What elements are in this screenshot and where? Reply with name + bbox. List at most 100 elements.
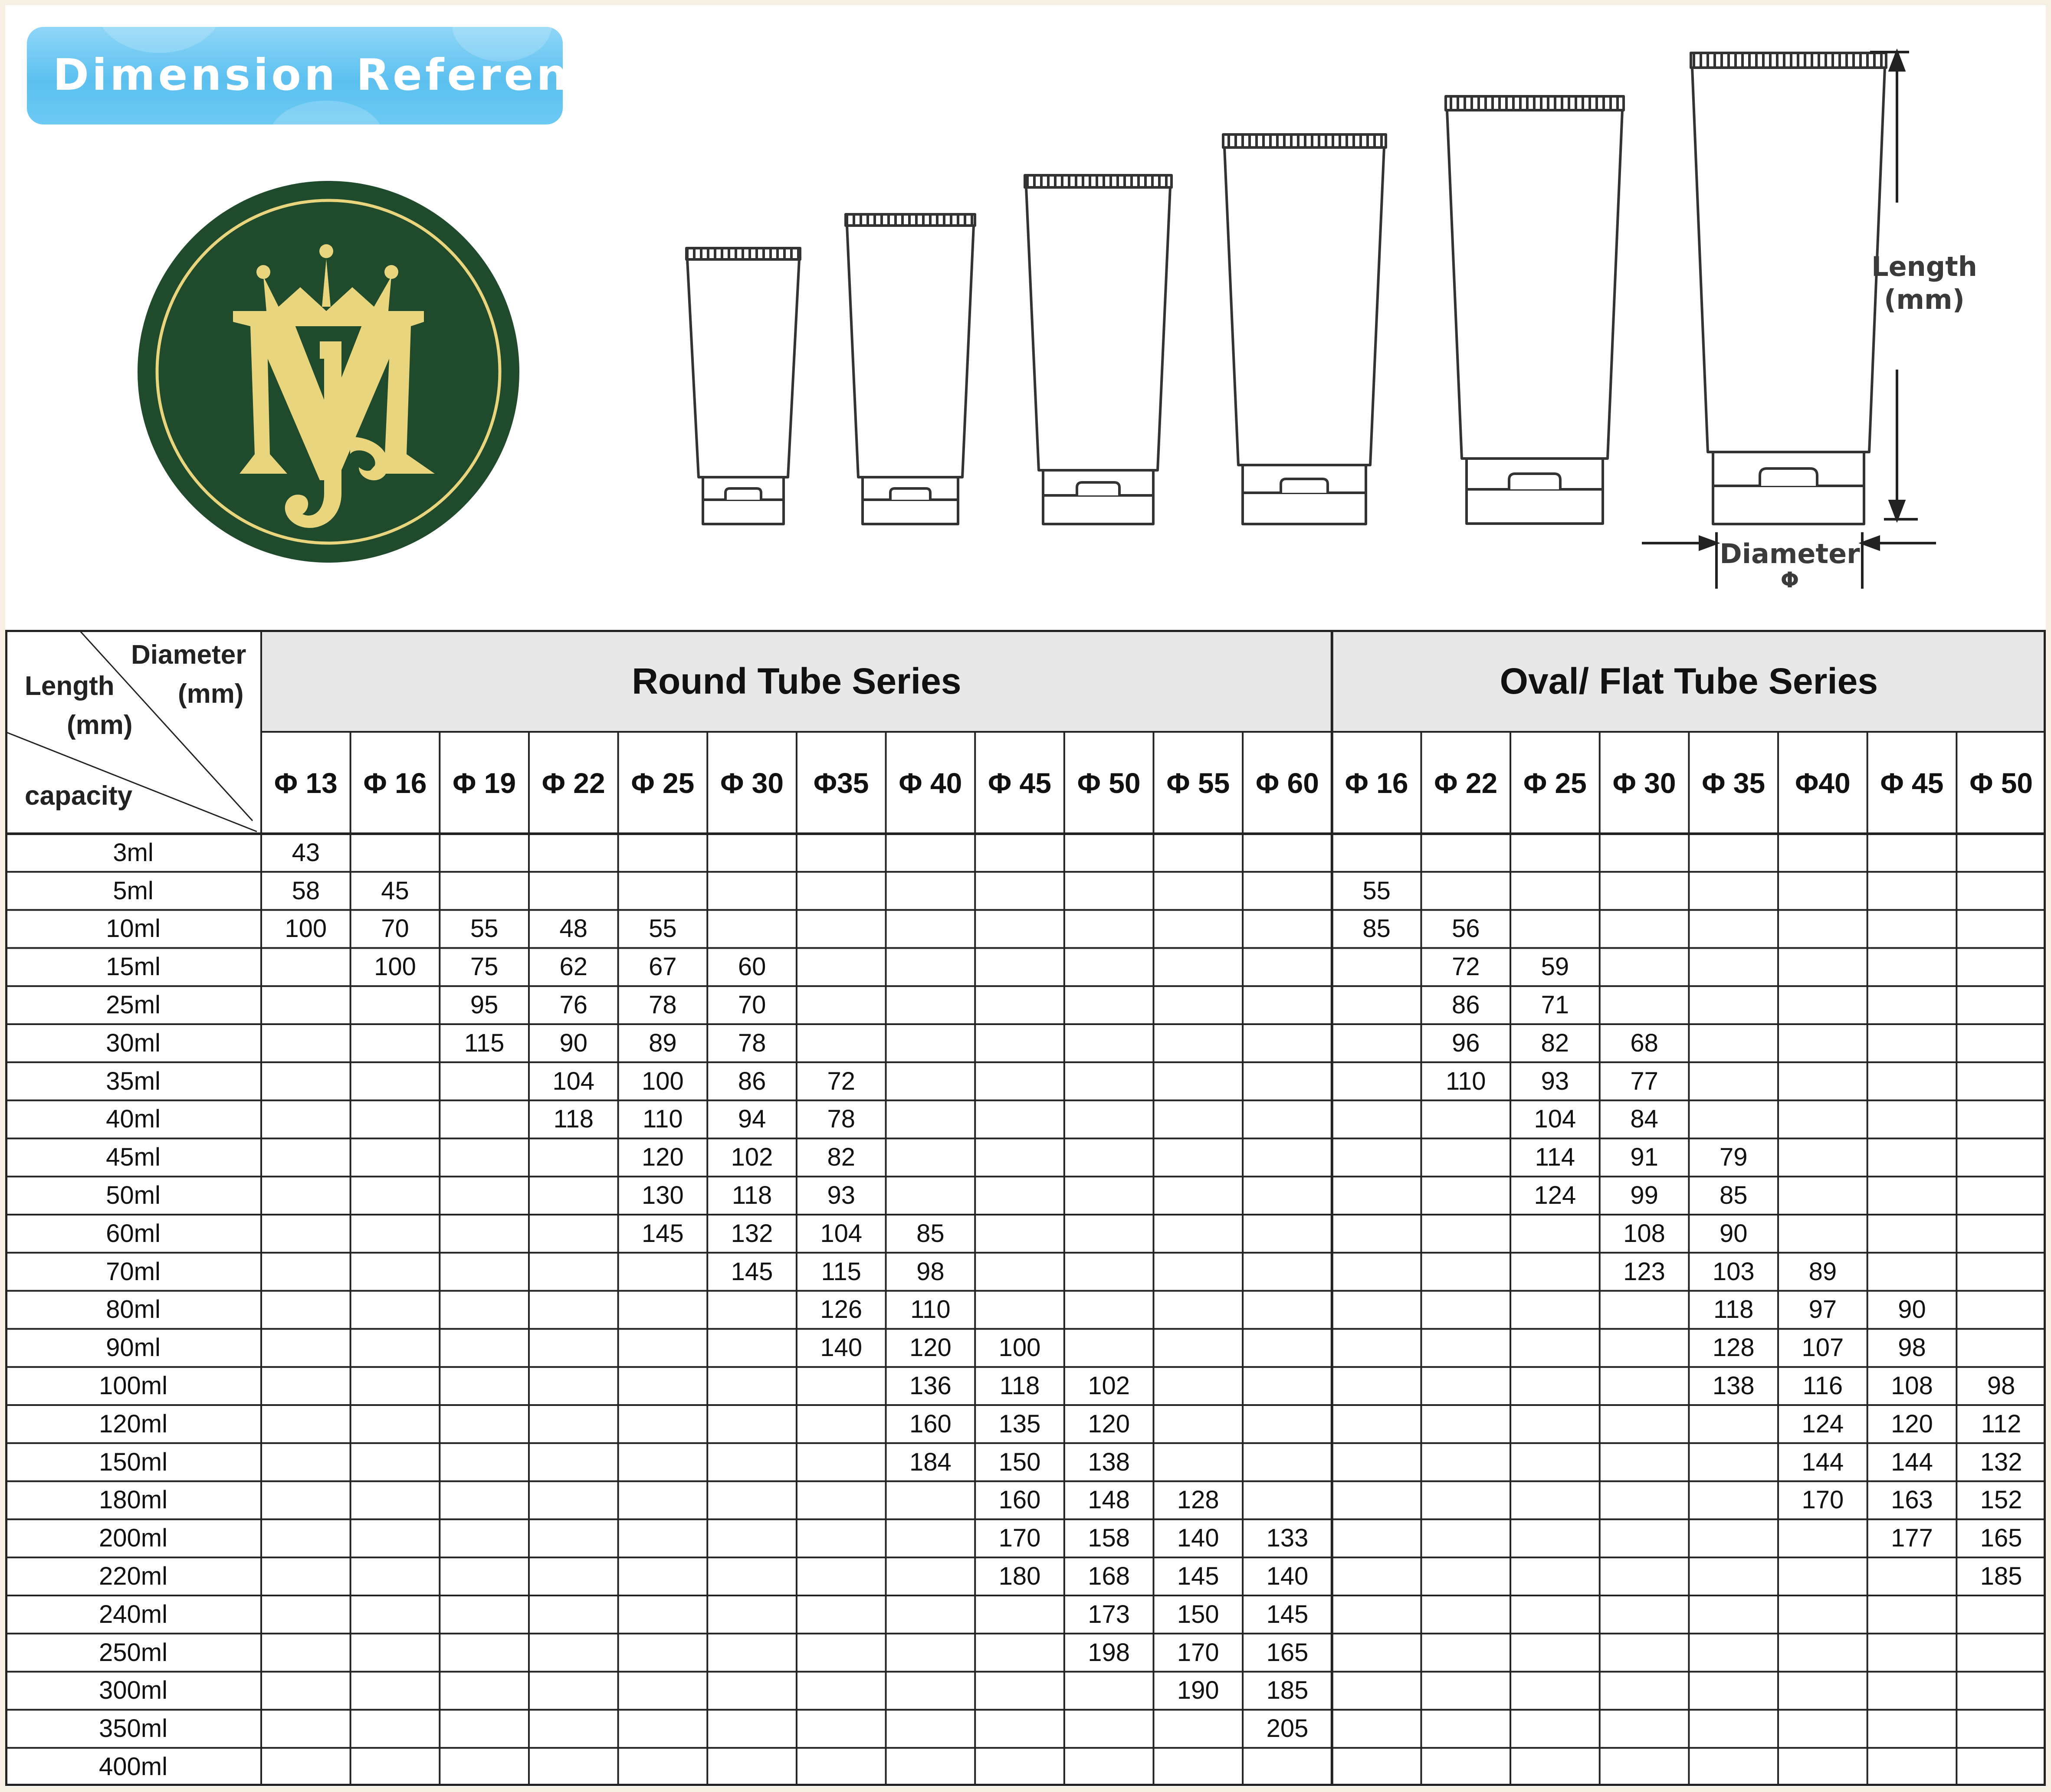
table-cell-length: 120 (1088, 1409, 1130, 1438)
tube-size-illustration (685, 48, 1936, 589)
row-capacity-label: 30ml (106, 1029, 161, 1057)
table-cell-length: 78 (738, 1029, 766, 1057)
row-capacity-label: 45ml (106, 1143, 161, 1172)
table-cell-length: 177 (1891, 1524, 1933, 1553)
table-cell-length: 48 (559, 914, 588, 943)
row-capacity-label: 15ml (106, 953, 161, 981)
table-cell-length: 116 (1802, 1372, 1843, 1400)
length-dimension-arrow (1870, 48, 1918, 523)
table-cell-length: 110 (1446, 1067, 1486, 1095)
row-capacity-label: 40ml (106, 1105, 161, 1134)
table-cell-length: 150 (1177, 1600, 1219, 1628)
table-cell-length: 148 (1088, 1486, 1130, 1514)
row-capacity-label: 250ml (99, 1638, 167, 1667)
column-header-diameter: Φ 45 (988, 767, 1051, 799)
table-cell-length: 144 (1891, 1448, 1933, 1476)
corner-label-mm-bottom: (mm) (67, 710, 133, 740)
table-cell-length: 120 (642, 1143, 684, 1172)
table-cell-length: 108 (1623, 1219, 1665, 1248)
column-header-diameter: Φ 30 (720, 767, 784, 799)
table-cell-length: 59 (1541, 953, 1569, 981)
table-cell-length: 98 (1987, 1372, 2015, 1400)
table-cell-length: 55 (470, 914, 499, 943)
table-cell-length: 104 (552, 1067, 595, 1095)
table-cell-length: 198 (1088, 1638, 1130, 1667)
table-cell-length: 135 (998, 1409, 1041, 1438)
table-cell-length: 165 (1980, 1524, 2022, 1553)
table-cell-length: 56 (1452, 914, 1480, 943)
table-cell-length: 75 (470, 953, 499, 981)
table-cell-length: 160 (909, 1409, 952, 1438)
row-capacity-label: 25ml (106, 991, 161, 1019)
row-capacity-label: 10ml (106, 914, 161, 943)
table-cell-length: 45 (381, 876, 409, 905)
column-header-diameter: Φ 60 (1256, 767, 1319, 799)
table-cell-length: 89 (649, 1029, 677, 1057)
table-cell-length: 100 (642, 1067, 684, 1095)
tube-icon (1024, 174, 1173, 525)
column-header-diameter: Φ 50 (1077, 767, 1141, 799)
table-cell-length: 58 (292, 876, 320, 905)
table-cell-length: 110 (643, 1105, 683, 1134)
table-cell-length: 145 (1177, 1562, 1219, 1591)
table-cell-length: 118 (999, 1372, 1040, 1400)
length-label-text: Length (1871, 251, 1977, 282)
table-cell-length: 115 (464, 1029, 505, 1057)
column-header-diameter: Φ 35 (1702, 767, 1766, 799)
dimension-illustration-area: Dimension Reference (5, 5, 2046, 626)
table-cell-length: 152 (1980, 1486, 2022, 1514)
table-cell-length: 93 (827, 1181, 855, 1210)
series-title: Round Tube Series (632, 660, 962, 701)
table-cell-length: 98 (1898, 1333, 1926, 1362)
table-cell-length: 60 (738, 953, 766, 981)
length-dimension-label: Length (mm) (1853, 250, 1996, 316)
corner-label-mm-top: (mm) (178, 679, 244, 709)
corner-label-capacity: capacity (25, 781, 133, 811)
table-cell-length: 132 (731, 1219, 773, 1248)
table-cell-length: 205 (1266, 1714, 1309, 1743)
table-cell-length: 145 (642, 1219, 684, 1248)
table-cell-length: 128 (1712, 1333, 1755, 1362)
table-cell-length: 163 (1891, 1486, 1933, 1514)
table-cell-length: 185 (1980, 1562, 2022, 1591)
table-cell-length: 115 (821, 1257, 861, 1286)
table-cell-length: 185 (1266, 1676, 1309, 1705)
table-cell-length: 90 (1719, 1219, 1748, 1248)
table-cell-length: 67 (649, 953, 677, 981)
table-cell-length: 95 (470, 991, 499, 1019)
table-cell-length: 128 (1177, 1486, 1219, 1514)
table-cell-length: 140 (820, 1333, 863, 1362)
table-cell-length: 55 (1362, 876, 1391, 905)
table-cell-length: 96 (1452, 1029, 1480, 1057)
table-cell-length: 94 (738, 1105, 766, 1134)
table-cell-length: 86 (1452, 991, 1480, 1019)
column-header-diameter: Φ 13 (274, 767, 338, 799)
column-header-diameter: Φ 16 (1345, 767, 1408, 799)
column-header-diameter: Φ 25 (631, 767, 695, 799)
table-cell-length: 90 (1898, 1295, 1926, 1324)
row-capacity-label: 80ml (106, 1295, 161, 1324)
table-cell-length: 68 (1630, 1029, 1658, 1057)
table-cell-length: 144 (1802, 1448, 1844, 1476)
row-capacity-label: 120ml (99, 1409, 167, 1438)
table-cell-length: 173 (1088, 1600, 1130, 1628)
table-cell-length: 118 (732, 1181, 772, 1210)
table-cell-length: 140 (1177, 1524, 1219, 1553)
table-cell-length: 168 (1088, 1562, 1130, 1591)
table-cell-length: 99 (1630, 1181, 1658, 1210)
table-cell-length: 110 (910, 1295, 951, 1324)
table-cell-length: 133 (1266, 1524, 1309, 1553)
table-cell-length: 118 (553, 1105, 594, 1134)
table-cell-length: 160 (998, 1486, 1041, 1514)
table-cell-length: 89 (1808, 1257, 1837, 1286)
table-cell-length: 170 (998, 1524, 1041, 1553)
table-cell-length: 145 (1266, 1600, 1309, 1628)
row-capacity-label: 3ml (113, 838, 154, 867)
table-cell-length: 85 (1362, 914, 1391, 943)
table-cell-length: 84 (1630, 1105, 1658, 1134)
table-cell-length: 85 (916, 1219, 945, 1248)
table-cell-length: 120 (1891, 1409, 1933, 1438)
row-capacity-label: 150ml (99, 1448, 167, 1476)
table-cell-length: 126 (820, 1295, 863, 1324)
table-cell-length: 158 (1088, 1524, 1130, 1553)
